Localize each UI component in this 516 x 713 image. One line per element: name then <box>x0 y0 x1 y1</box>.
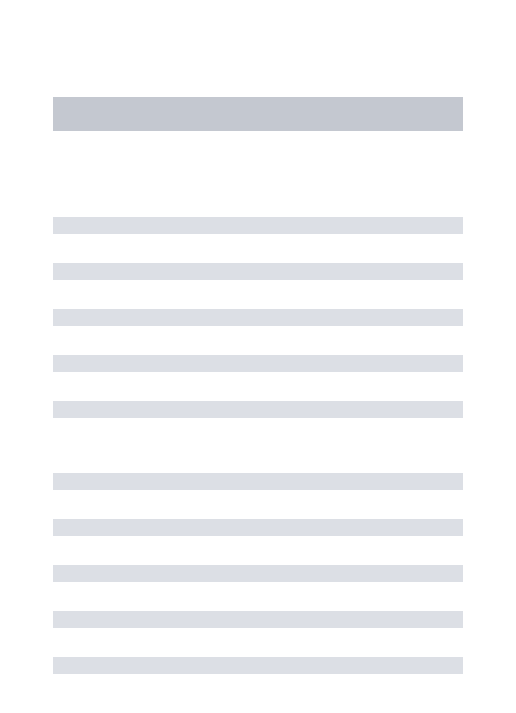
skeleton-line <box>53 473 463 490</box>
skeleton-line <box>53 263 463 280</box>
skeleton-line <box>53 657 463 674</box>
skeleton-line <box>53 565 463 582</box>
skeleton-line <box>53 217 463 234</box>
skeleton-line <box>53 519 463 536</box>
skeleton-line <box>53 355 463 372</box>
skeleton-container <box>53 0 463 713</box>
skeleton-line <box>53 611 463 628</box>
skeleton-header-bar <box>53 97 463 131</box>
skeleton-line <box>53 401 463 418</box>
skeleton-line <box>53 309 463 326</box>
